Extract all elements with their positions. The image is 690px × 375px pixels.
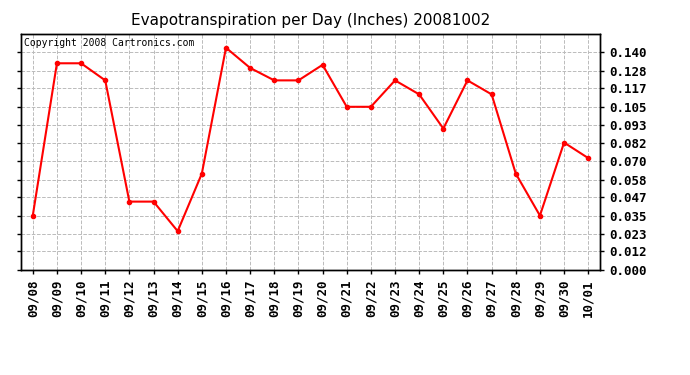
Text: Copyright 2008 Cartronics.com: Copyright 2008 Cartronics.com [23,39,194,48]
Title: Evapotranspiration per Day (Inches) 20081002: Evapotranspiration per Day (Inches) 2008… [131,13,490,28]
